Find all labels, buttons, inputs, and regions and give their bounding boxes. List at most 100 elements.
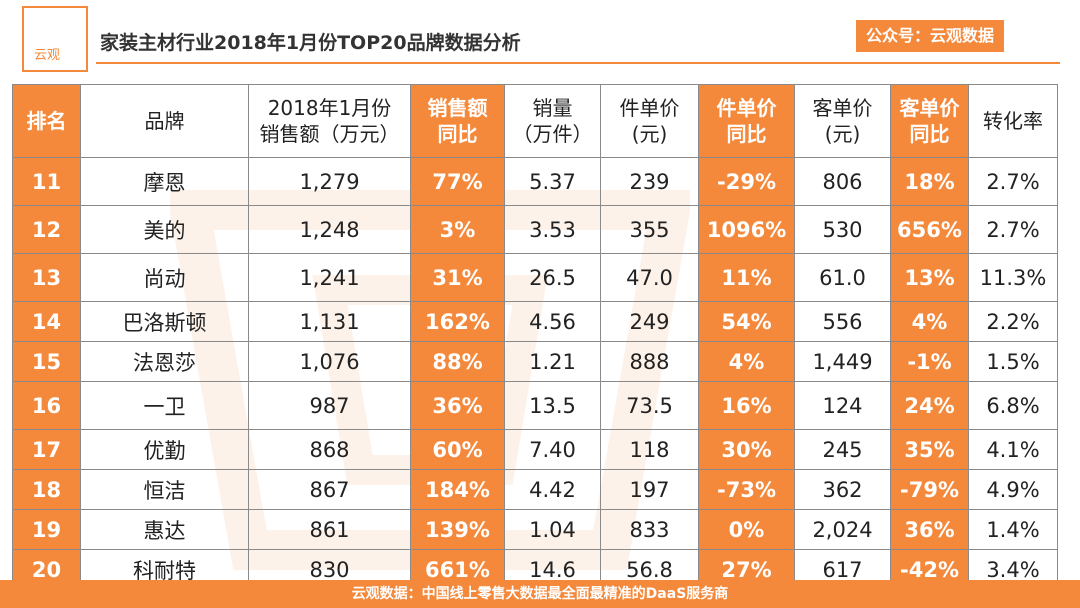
unit-price-yoy-cell: 54% (698, 301, 795, 342)
unit-price-yoy-cell: 16% (698, 381, 795, 430)
volume-cell: 1.04 (504, 509, 601, 550)
header-conversion: 转化率 (968, 84, 1058, 158)
customer-price-cell: 362 (794, 469, 891, 510)
header-sales-yoy: 销售额 同比 (410, 84, 505, 158)
conversion-cell: 2.2% (968, 301, 1058, 342)
unit-price-cell: 197 (600, 469, 699, 510)
rank-cell: 12 (12, 205, 81, 254)
unit-price-cell: 73.5 (600, 381, 699, 430)
unit-price-yoy-cell: 11% (698, 253, 795, 302)
conversion-cell: 2.7% (968, 157, 1058, 206)
sales-yoy-cell: 60% (410, 429, 505, 470)
table-row: 14 巴洛斯顿 1,131 162% 4.56 249 54% 556 4% 2.2% (12, 301, 1058, 342)
table-row: 15 法恩莎 1,076 88% 1.21 888 4% 1,449 -1% 1.5% (12, 341, 1058, 382)
unit-price-cell: 888 (600, 341, 699, 382)
customer-price-cell: 806 (794, 157, 891, 206)
customer-price-yoy-cell: 13% (890, 253, 969, 302)
unit-price-yoy-cell: -29% (698, 157, 795, 206)
sales-cell: 1,248 (248, 205, 411, 254)
sales-yoy-cell: 88% (410, 341, 505, 382)
sales-cell: 867 (248, 469, 411, 510)
conversion-cell: 1.5% (968, 341, 1058, 382)
page-title: 家装主材行业2018年1月份TOP20品牌数据分析 (100, 32, 521, 54)
volume-cell: 13.5 (504, 381, 601, 430)
table-row: 13 尚动 1,241 31% 26.5 47.0 11% 61.0 13% 11.3% (12, 253, 1058, 302)
customer-price-yoy-cell: 18% (890, 157, 969, 206)
table-row: 18 恒洁 867 184% 4.42 197 -73% 362 -79% 4.9% (12, 469, 1058, 510)
brand-cell: 法恩莎 (80, 341, 249, 382)
rank-cell: 14 (12, 301, 81, 342)
brand-data-table: 排名 品牌 2018年1月份 销售额（万元） 销售额 同比 销量 （万件） 件单价 (元… (12, 84, 1058, 590)
header-unit-price: 件单价 (元) (600, 84, 699, 158)
sales-yoy-cell: 31% (410, 253, 505, 302)
header-divider (96, 62, 1060, 64)
conversion-cell: 4.9% (968, 469, 1058, 510)
brand-cell: 一卫 (80, 381, 249, 430)
footer-bar: 云观数据：中国线上零售大数据最全面最精准的DaaS服务商 (0, 580, 1080, 608)
sales-yoy-cell: 162% (410, 301, 505, 342)
customer-price-cell: 556 (794, 301, 891, 342)
volume-cell: 5.37 (504, 157, 601, 206)
sales-cell: 868 (248, 429, 411, 470)
unit-price-cell: 239 (600, 157, 699, 206)
conversion-cell: 1.4% (968, 509, 1058, 550)
table-row: 17 优勤 868 60% 7.40 118 30% 245 35% 4.1% (12, 429, 1058, 470)
customer-price-cell: 245 (794, 429, 891, 470)
unit-price-yoy-cell: 4% (698, 341, 795, 382)
sales-yoy-cell: 139% (410, 509, 505, 550)
brand-cell: 美的 (80, 205, 249, 254)
customer-price-yoy-cell: -1% (890, 341, 969, 382)
header-brand: 品牌 (80, 84, 249, 158)
sales-yoy-cell: 184% (410, 469, 505, 510)
rank-cell: 17 (12, 429, 81, 470)
volume-cell: 1.21 (504, 341, 601, 382)
unit-price-yoy-cell: -73% (698, 469, 795, 510)
rank-cell: 18 (12, 469, 81, 510)
unit-price-cell: 833 (600, 509, 699, 550)
unit-price-cell: 118 (600, 429, 699, 470)
table-header-row: 排名 品牌 2018年1月份 销售额（万元） 销售额 同比 销量 （万件） 件单价 (元… (12, 84, 1058, 158)
sales-yoy-cell: 77% (410, 157, 505, 206)
customer-price-yoy-cell: 656% (890, 205, 969, 254)
unit-price-yoy-cell: 1096% (698, 205, 795, 254)
customer-price-yoy-cell: 24% (890, 381, 969, 430)
conversion-cell: 11.3% (968, 253, 1058, 302)
rank-cell: 11 (12, 157, 81, 206)
customer-price-cell: 530 (794, 205, 891, 254)
sales-cell: 1,241 (248, 253, 411, 302)
rank-cell: 13 (12, 253, 81, 302)
conversion-cell: 2.7% (968, 205, 1058, 254)
brand-cell: 恒洁 (80, 469, 249, 510)
volume-cell: 4.56 (504, 301, 601, 342)
logo-text: 云观 (34, 48, 61, 63)
table-row: 19 惠达 861 139% 1.04 833 0% 2,024 36% 1.4% (12, 509, 1058, 550)
sales-cell: 1,131 (248, 301, 411, 342)
brand-cell: 惠达 (80, 509, 249, 550)
rank-cell: 15 (12, 341, 81, 382)
sales-cell: 987 (248, 381, 411, 430)
conversion-cell: 6.8% (968, 381, 1058, 430)
logo: 云观 (22, 6, 88, 72)
customer-price-yoy-cell: 36% (890, 509, 969, 550)
header-customer-price-yoy: 客单价 同比 (890, 84, 969, 158)
customer-price-cell: 61.0 (794, 253, 891, 302)
header-volume: 销量 （万件） (504, 84, 601, 158)
brand-cell: 尚动 (80, 253, 249, 302)
sales-yoy-cell: 3% (410, 205, 505, 254)
customer-price-cell: 2,024 (794, 509, 891, 550)
rank-cell: 19 (12, 509, 81, 550)
sales-cell: 861 (248, 509, 411, 550)
customer-price-yoy-cell: 35% (890, 429, 969, 470)
sales-yoy-cell: 36% (410, 381, 505, 430)
volume-cell: 26.5 (504, 253, 601, 302)
volume-cell: 3.53 (504, 205, 601, 254)
table-row: 16 一卫 987 36% 13.5 73.5 16% 124 24% 6.8% (12, 381, 1058, 430)
header-sales: 2018年1月份 销售额（万元） (248, 84, 411, 158)
customer-price-yoy-cell: 4% (890, 301, 969, 342)
volume-cell: 7.40 (504, 429, 601, 470)
volume-cell: 4.42 (504, 469, 601, 510)
customer-price-cell: 124 (794, 381, 891, 430)
rank-cell: 20 (12, 549, 81, 590)
table-row: 11 摩恩 1,279 77% 5.37 239 -29% 806 18% 2.7% (12, 157, 1058, 206)
rank-cell: 16 (12, 381, 81, 430)
